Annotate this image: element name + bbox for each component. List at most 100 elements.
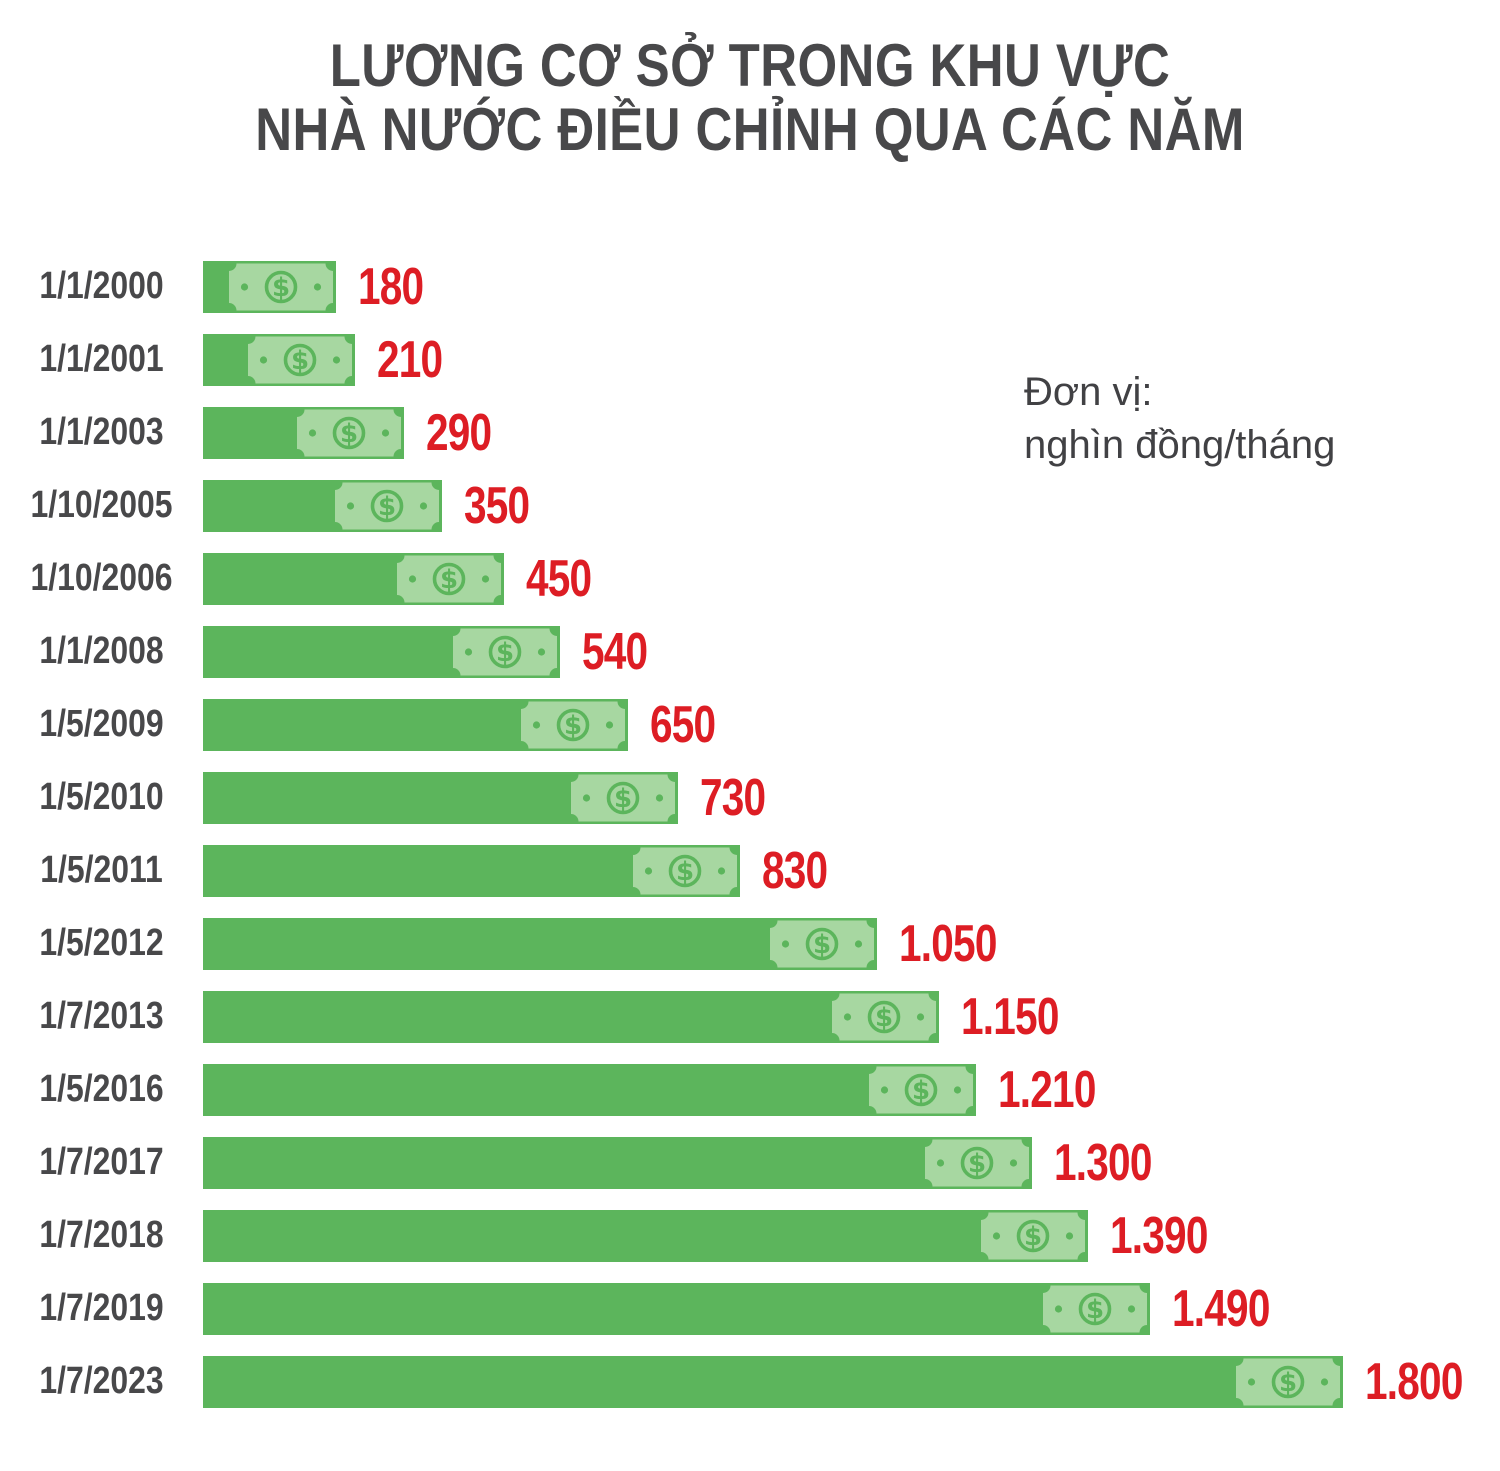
dollar-bill-icon: $ [1236, 1358, 1340, 1405]
svg-text:$: $ [912, 1076, 930, 1106]
chart-row: 1/1/2001 $ 210 [0, 323, 1500, 396]
svg-text:$: $ [378, 492, 396, 522]
chart-row: 1/7/2013 $ 1.150 [0, 980, 1500, 1053]
salary-bar: $ [203, 698, 628, 751]
row-value-label: 1.050 [899, 914, 997, 973]
chart-row: 1/1/2008 $ 540 [0, 615, 1500, 688]
dollar-bill-icon: $ [229, 263, 333, 310]
svg-text:$: $ [340, 419, 358, 449]
row-value-label: 1.490 [1172, 1279, 1270, 1338]
chart-row: 1/10/2005 $ 350 [0, 469, 1500, 542]
svg-text:$: $ [614, 784, 632, 814]
chart-row: 1/7/2023 $ 1.800 [0, 1345, 1500, 1418]
dollar-bill-icon: $ [335, 482, 439, 529]
dollar-bill-icon: $ [832, 993, 936, 1040]
row-date-label: 1/7/2023 [39, 1360, 164, 1402]
row-date-label: 1/5/2011 [40, 849, 163, 891]
salary-bar: $ [203, 406, 404, 459]
svg-text:$: $ [1279, 1368, 1297, 1398]
row-value-label: 350 [464, 476, 530, 535]
chart-row: 1/5/2010 $ 730 [0, 761, 1500, 834]
salary-bar: $ [203, 625, 560, 678]
row-date-label: 1/7/2017 [39, 1141, 164, 1183]
chart-row: 1/5/2011 $ 830 [0, 834, 1500, 907]
svg-text:$: $ [875, 1003, 893, 1033]
svg-text:$: $ [813, 930, 831, 960]
dollar-bill-icon: $ [521, 701, 625, 748]
row-date-label: 1/7/2019 [39, 1287, 164, 1329]
row-value-label: 290 [426, 403, 492, 462]
svg-text:$: $ [564, 711, 582, 741]
salary-bar: $ [203, 260, 336, 313]
page-title-line2: NHÀ NƯỚC ĐIỀU CHỈNH QUA CÁC NĂM [255, 96, 1245, 163]
row-date-label: 1/10/2005 [30, 484, 173, 526]
chart-row: 1/7/2017 $ 1.300 [0, 1126, 1500, 1199]
row-date-label: 1/10/2006 [30, 557, 173, 599]
row-value-label: 1.390 [1110, 1206, 1208, 1265]
dollar-bill-icon: $ [981, 1212, 1085, 1259]
row-value-label: 180 [358, 257, 424, 316]
dollar-bill-icon: $ [397, 555, 501, 602]
chart-row: 1/5/2012 $ 1.050 [0, 907, 1500, 980]
salary-bar: $ [203, 1063, 976, 1116]
row-date-label: 1/5/2012 [39, 922, 164, 964]
dollar-bill-icon: $ [633, 847, 737, 894]
row-value-label: 450 [526, 549, 592, 608]
dollar-bill-icon: $ [297, 409, 401, 456]
row-value-label: 730 [700, 768, 766, 827]
salary-bar: $ [203, 1209, 1088, 1262]
chart-row: 1/1/2000 $ 180 [0, 250, 1500, 323]
row-value-label: 1.150 [961, 987, 1059, 1046]
row-value-label: 1.300 [1054, 1133, 1152, 1192]
salary-bar: $ [203, 771, 678, 824]
page-title-line1: LƯƠNG CƠ SỞ TRONG KHU VỰC [329, 32, 1171, 99]
row-date-label: 1/7/2013 [39, 995, 164, 1037]
salary-bar: $ [203, 1282, 1150, 1335]
chart-rows: 1/1/2000 $ 180 1/1/2001 [0, 250, 1500, 1418]
chart-row: 1/7/2018 $ 1.390 [0, 1199, 1500, 1272]
row-value-label: 1.800 [1365, 1352, 1463, 1411]
salary-bar: $ [203, 552, 504, 605]
unit-note: Đơn vị: nghìn đồng/tháng [1024, 366, 1335, 472]
row-date-label: 1/5/2009 [39, 703, 164, 745]
row-date-label: 1/5/2010 [39, 776, 164, 818]
svg-text:$: $ [676, 857, 694, 887]
row-value-label: 1.210 [998, 1060, 1096, 1119]
row-date-label: 1/7/2018 [39, 1214, 164, 1256]
salary-bar: $ [203, 990, 939, 1043]
dollar-bill-icon: $ [925, 1139, 1029, 1186]
row-date-label: 1/5/2016 [39, 1068, 164, 1110]
svg-text:$: $ [1024, 1222, 1042, 1252]
chart-row: 1/5/2016 $ 1.210 [0, 1053, 1500, 1126]
unit-note-line2: nghìn đồng/tháng [1024, 423, 1336, 467]
row-date-label: 1/1/2000 [39, 265, 164, 307]
svg-text:$: $ [968, 1149, 986, 1179]
dollar-bill-icon: $ [869, 1066, 973, 1113]
row-date-label: 1/1/2003 [39, 411, 164, 453]
dollar-bill-icon: $ [571, 774, 675, 821]
chart-row: 1/10/2006 $ 450 [0, 542, 1500, 615]
row-date-label: 1/1/2001 [39, 338, 164, 380]
chart-row: 1/7/2019 $ 1.490 [0, 1272, 1500, 1345]
page-title: LƯƠNG CƠ SỞ TRONG KHU VỰC NHÀ NƯỚC ĐIỀU … [113, 34, 1388, 162]
row-value-label: 540 [582, 622, 648, 681]
row-date-label: 1/1/2008 [39, 630, 164, 672]
unit-note-line1: Đơn vị: [1024, 370, 1153, 414]
svg-text:$: $ [291, 346, 309, 376]
chart-row: 1/1/2003 $ 290 [0, 396, 1500, 469]
row-value-label: 650 [650, 695, 716, 754]
svg-text:$: $ [272, 273, 290, 303]
salary-bar: $ [203, 1136, 1032, 1189]
salary-bar: $ [203, 479, 442, 532]
dollar-bill-icon: $ [1043, 1285, 1147, 1332]
row-value-label: 830 [762, 841, 828, 900]
svg-text:$: $ [496, 638, 514, 668]
chart-row: 1/5/2009 $ 650 [0, 688, 1500, 761]
salary-bar: $ [203, 917, 877, 970]
salary-bar: $ [203, 1355, 1343, 1408]
dollar-bill-icon: $ [453, 628, 557, 675]
dollar-bill-icon: $ [248, 336, 352, 383]
svg-text:$: $ [1086, 1295, 1104, 1325]
salary-bar: $ [203, 844, 740, 897]
dollar-bill-icon: $ [770, 920, 874, 967]
